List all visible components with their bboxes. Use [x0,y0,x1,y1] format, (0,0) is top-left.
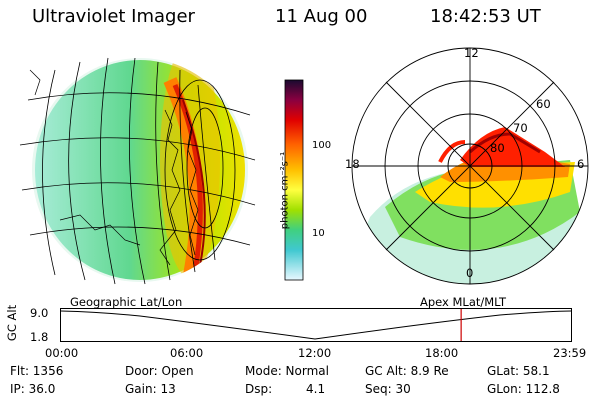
orbit-ytick-high: 9.0 [30,306,49,320]
info-gc-alt: GC Alt: 8.9 Re [365,364,449,378]
info-gain: Gain: 13 [125,382,176,396]
info-glat: GLat: 58.1 [487,364,550,378]
info-ip: IP: 36.0 [10,382,56,396]
info-seq: Seq: 30 [365,382,411,396]
colorbar-tick-100: 100 [312,140,332,151]
info-dsp-value: 4.1 [306,382,326,396]
orbit-xtick-0000: 00:00 [45,346,79,360]
mlt-label-18: 18 [345,157,360,171]
time-label: 18:42:53 UT [430,6,541,27]
info-flt: Flt: 1356 [10,364,64,378]
orbit-xtick-1200: 12:00 [298,346,332,360]
orbit-xtick-1800: 18:00 [425,346,459,360]
mlt-label-12: 12 [464,46,479,60]
apex-projection-label: Apex MLat/MLT [420,295,507,309]
info-mode: Mode: Normal [245,364,329,378]
orbit-ytick-low: 1.8 [30,330,49,344]
orbit-xtick-0600: 06:00 [170,346,204,360]
lat-label-80: 80 [490,141,505,155]
info-door: Door: Open [125,364,194,378]
polar-plot [351,47,589,285]
date-label: 11 Aug 00 [275,6,368,27]
info-glon: GLon: 112.8 [487,382,560,396]
colorbar-unit-label: photon cm⁻²s⁻¹ [279,151,291,230]
orbit-altitude-plot [60,308,572,342]
colorbar [284,79,304,281]
mlt-label-6: 6 [577,157,585,171]
mlt-label-0: 0 [466,266,474,280]
info-dsp-label: Dsp: [245,382,273,396]
geographic-projection-label: Geographic Lat/Lon [70,295,183,309]
colorbar-tick-10: 10 [312,228,325,239]
lat-label-70: 70 [513,121,528,135]
geographic-image-panel [19,57,256,285]
instrument-title: Ultraviolet Imager [32,6,195,27]
orbit-xtick-2359: 23:59 [553,346,587,360]
lat-label-60: 60 [536,97,551,111]
orbit-axis-label: GC Alt [5,304,19,342]
